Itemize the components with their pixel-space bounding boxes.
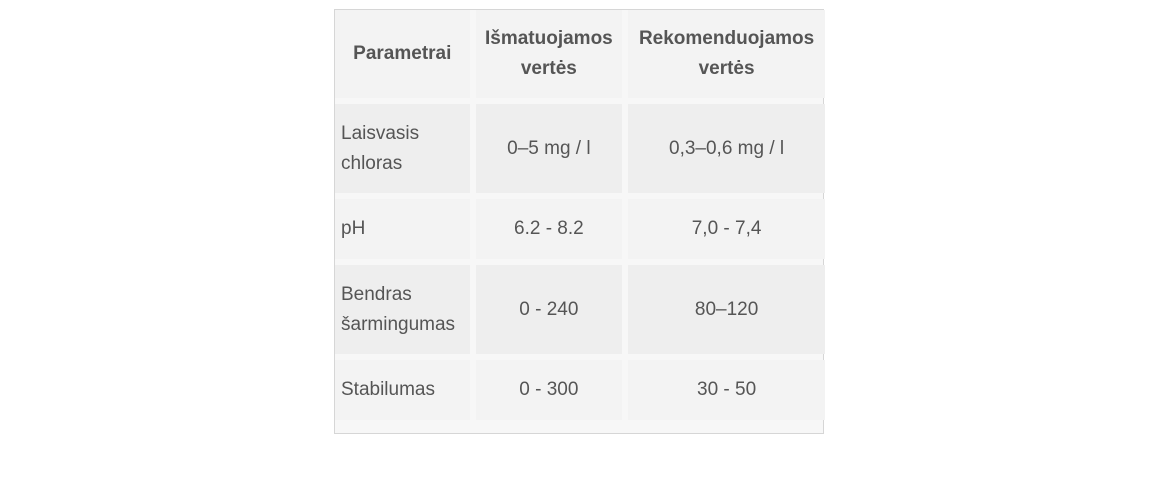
header-parameters: Parametrai <box>335 10 470 98</box>
table-row: Stabilumas 0 - 300 30 - 50 <box>335 360 825 420</box>
cell-measured: 0 - 300 <box>475 360 623 420</box>
table-header-row: Parametrai Išmatuojamos vertės Rekomendu… <box>335 10 825 98</box>
parameters-table: Parametrai Išmatuojamos vertės Rekomendu… <box>329 4 831 426</box>
cell-recommended: 7,0 - 7,4 <box>628 199 825 259</box>
header-recommended-values: Rekomenduojamos vertės <box>628 10 825 98</box>
table-row: Laisvasis chloras 0–5 mg / l 0,3–0,6 mg … <box>335 104 825 193</box>
cell-measured: 6.2 - 8.2 <box>475 199 623 259</box>
table-row: Bendras šarmingumas 0 - 240 80–120 <box>335 265 825 354</box>
cell-recommended: 0,3–0,6 mg / l <box>628 104 825 193</box>
table-row: pH 6.2 - 8.2 7,0 - 7,4 <box>335 199 825 259</box>
header-measured-values: Išmatuojamos vertės <box>475 10 623 98</box>
cell-parameter: Laisvasis chloras <box>335 104 470 193</box>
cell-recommended: 30 - 50 <box>628 360 825 420</box>
cell-recommended: 80–120 <box>628 265 825 354</box>
cell-parameter: Stabilumas <box>335 360 470 420</box>
cell-parameter: pH <box>335 199 470 259</box>
parameters-table-container: Parametrai Išmatuojamos vertės Rekomendu… <box>334 9 825 434</box>
cell-measured: 0 - 240 <box>475 265 623 354</box>
cell-measured: 0–5 mg / l <box>475 104 623 193</box>
cell-parameter: Bendras šarmingumas <box>335 265 470 354</box>
